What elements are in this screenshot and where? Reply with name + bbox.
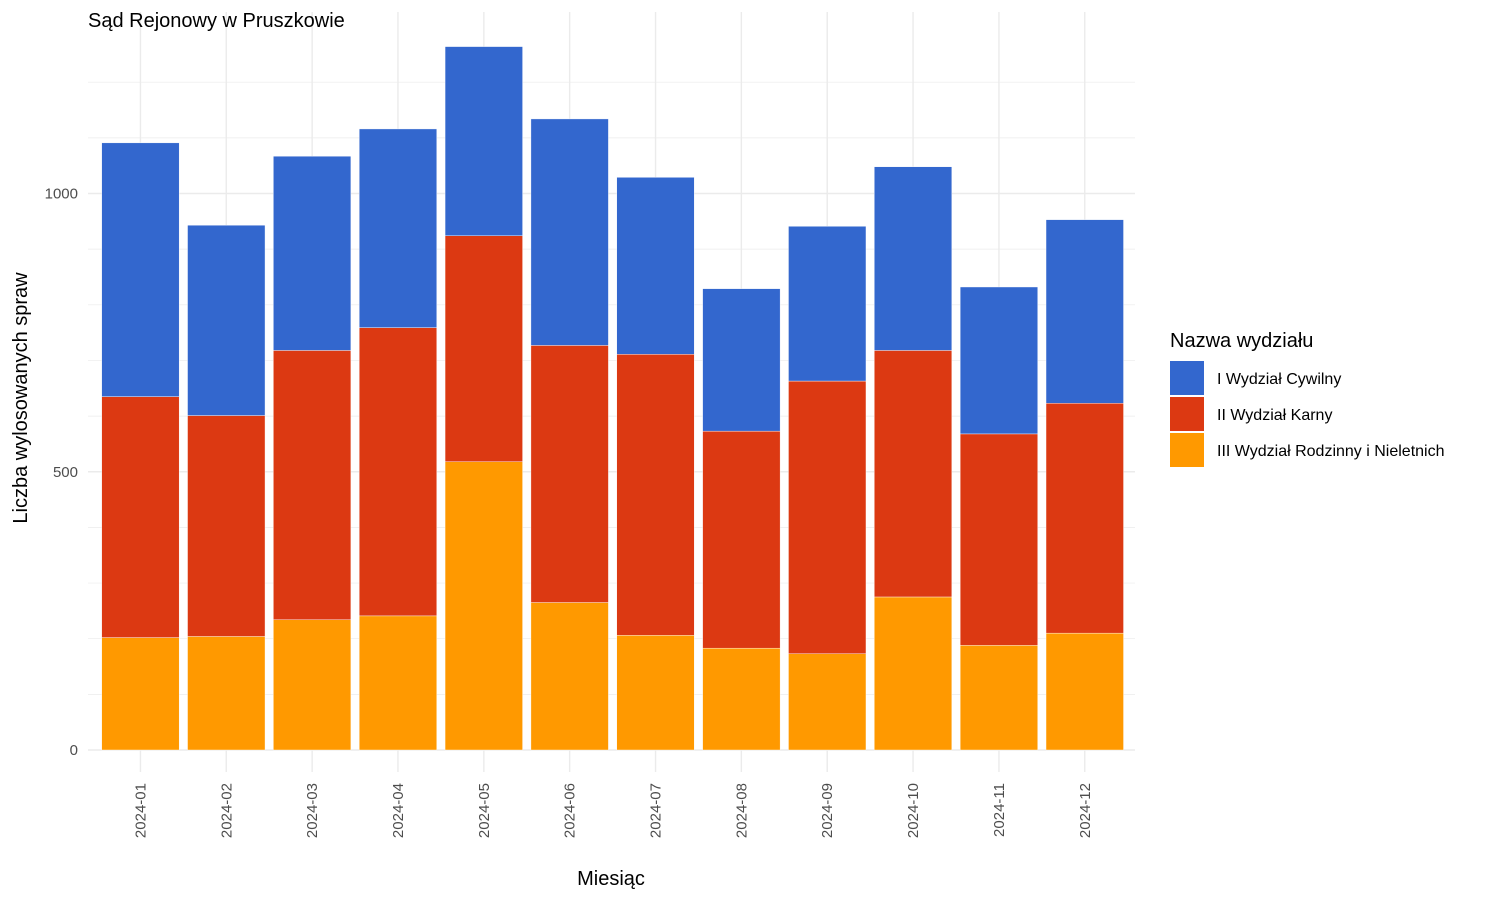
- y-tick-label: 0: [70, 742, 78, 759]
- y-axis-title: Liczba wylosowanych spraw: [10, 272, 32, 524]
- y-axis-ticks: 0 500 1000: [45, 186, 78, 760]
- legend-swatch: [1170, 433, 1204, 467]
- bar-segment: [702, 430, 781, 649]
- x-tick-label: 2024-04: [390, 783, 407, 838]
- bar-segment: [874, 350, 953, 598]
- bar-stack-2024-04: [359, 128, 437, 751]
- x-tick-label: 2024-03: [304, 783, 321, 838]
- legend-label: I Wydział Cywilny: [1217, 371, 1341, 388]
- bar-segment: [101, 142, 180, 397]
- bar-stack-2024-10: [874, 166, 953, 751]
- bar-stack-2024-09: [788, 226, 867, 751]
- bars-layer: [101, 46, 1124, 751]
- bar-stack-2024-01: [101, 142, 180, 751]
- bar-segment: [1045, 219, 1124, 404]
- bar-stack-2024-03: [273, 156, 352, 751]
- bar-segment: [702, 288, 781, 432]
- bar-stack-2024-02: [187, 225, 266, 751]
- x-tick-label: 2024-11: [991, 783, 1008, 837]
- legend-swatch: [1170, 361, 1204, 395]
- bar-segment: [788, 653, 867, 751]
- bar-segment: [187, 415, 266, 637]
- bar-segment: [616, 354, 695, 636]
- bar-segment: [788, 380, 867, 654]
- bar-segment: [530, 118, 609, 346]
- legend-item: I Wydział Cywilny: [1170, 361, 1341, 395]
- y-tick-label: 500: [53, 464, 78, 481]
- legend-items: I Wydział Cywilny II Wydział Karny III Wyd…: [1170, 361, 1445, 467]
- x-tick-label: 2024-05: [476, 783, 493, 838]
- bar-segment: [187, 225, 266, 416]
- legend-label: II Wydział Karny: [1217, 407, 1332, 424]
- legend: Nazwa wydziału I Wydział Cywilny II Wydzi…: [1170, 330, 1445, 467]
- legend-label: III Wydział Rodzinny i Nieletnich: [1217, 443, 1445, 460]
- x-tick-label: 2024-08: [733, 783, 750, 838]
- bar-segment: [959, 645, 1038, 751]
- bar-segment: [273, 350, 352, 620]
- y-tick-label: 1000: [45, 186, 78, 203]
- bar-segment: [530, 602, 609, 751]
- bar-segment: [616, 635, 695, 751]
- x-axis-title: Miesiąc: [577, 868, 645, 890]
- bar-segment: [959, 286, 1038, 435]
- bar-segment: [616, 177, 695, 355]
- legend-swatch: [1170, 397, 1204, 431]
- bar-segment: [959, 433, 1038, 646]
- bar-segment: [187, 636, 266, 751]
- bar-segment: [444, 461, 523, 751]
- x-axis-ticks: 2024-01 2024-02 2024-03 2024-04 2024-05 2024-…: [132, 783, 1093, 838]
- bar-segment: [874, 166, 953, 351]
- bar-stack-2024-08: [702, 288, 781, 751]
- legend-title: Nazwa wydziału: [1170, 330, 1313, 352]
- bar-segment: [530, 345, 609, 603]
- bar-segment: [273, 619, 352, 751]
- x-tick-label: 2024-06: [562, 783, 579, 838]
- bar-segment: [788, 226, 867, 382]
- bar-segment: [702, 647, 781, 751]
- bar-segment: [359, 327, 437, 617]
- bar-segment: [359, 615, 437, 751]
- x-tick-label: 2024-12: [1077, 783, 1094, 838]
- bar-stack-2024-12: [1045, 219, 1124, 751]
- bar-segment: [101, 396, 180, 638]
- bar-segment: [444, 235, 523, 462]
- x-tick-label: 2024-09: [819, 783, 836, 838]
- x-tick-label: 2024-02: [218, 783, 235, 838]
- legend-item: III Wydział Rodzinny i Nieletnich: [1170, 433, 1445, 467]
- bar-stack-2024-07: [616, 177, 695, 751]
- bar-segment: [101, 637, 180, 751]
- bar-segment: [273, 156, 352, 351]
- bar-segment: [444, 46, 523, 236]
- bar-segment: [1045, 403, 1124, 634]
- x-tick-label: 2024-01: [132, 783, 149, 838]
- chart-title: Sąd Rejonowy w Pruszkowie: [88, 10, 345, 32]
- legend-item: II Wydział Karny: [1170, 397, 1332, 431]
- bar-stack-2024-06: [530, 118, 609, 751]
- bar-segment: [359, 128, 437, 328]
- x-tick-label: 2024-07: [648, 783, 665, 838]
- x-tick-label: 2024-10: [905, 783, 922, 838]
- bar-stack-2024-05: [444, 46, 523, 751]
- bar-segment: [1045, 632, 1124, 751]
- bar-segment: [874, 596, 953, 751]
- bar-stack-2024-11: [959, 286, 1038, 751]
